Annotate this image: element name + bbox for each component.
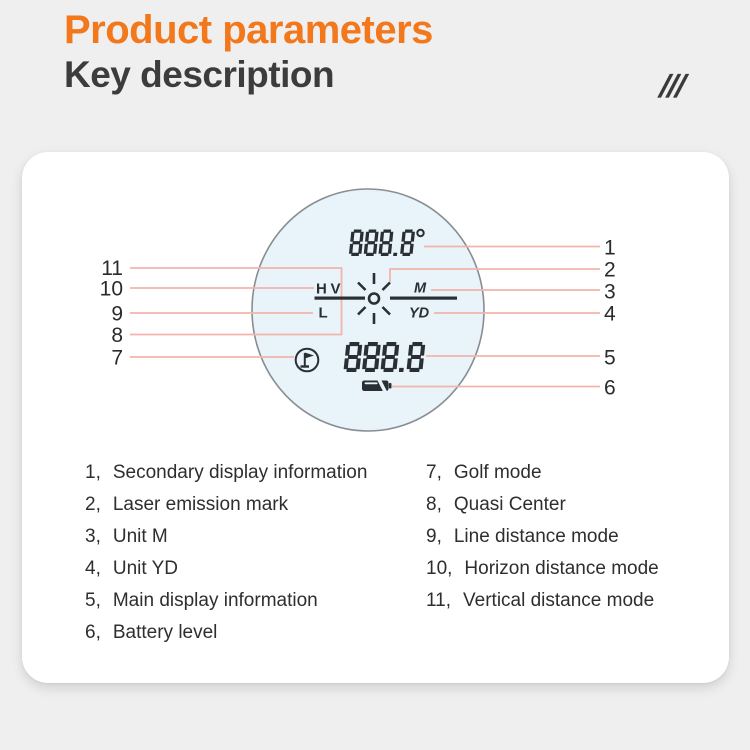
legend-item-11: 11Vertical distance mode xyxy=(426,589,659,613)
legend-label: Golf mode xyxy=(453,462,542,483)
legend-item-4: 4Unit YD xyxy=(85,557,367,581)
legend-label: Unit YD xyxy=(112,558,178,579)
legend-num: 10 xyxy=(426,558,464,579)
legend-label: Laser emission mark xyxy=(112,494,289,515)
legend-item-3: 3Unit M xyxy=(85,525,367,549)
section-title: Key description xyxy=(64,54,335,95)
legend-label: Vertical distance mode xyxy=(463,590,655,611)
legend-num: 3 xyxy=(85,526,113,547)
legend-item-8: 8Quasi Center xyxy=(426,493,659,517)
legend-label: Line distance mode xyxy=(453,526,619,547)
legend-num: 11 xyxy=(426,590,463,611)
decorative-slashes: /// xyxy=(657,68,687,104)
legend-item-6: 6Battery level xyxy=(85,621,367,645)
legend-item-1: 1Secondary display information xyxy=(85,461,367,485)
legend-item-9: 9Line distance mode xyxy=(426,525,659,549)
legend-column-right: 7Golf mode 8Quasi Center 9Line distance … xyxy=(426,461,659,621)
legend-num: 5 xyxy=(85,590,113,611)
legend-num: 8 xyxy=(426,494,454,515)
legend-label: Battery level xyxy=(112,622,218,643)
page-title: Product parameters xyxy=(64,8,433,52)
legend-num: 4 xyxy=(85,558,113,579)
legend-label: Horizon distance mode xyxy=(464,558,659,579)
legend-num: 2 xyxy=(85,494,113,515)
legend-label: Quasi Center xyxy=(453,494,566,515)
legend-num: 6 xyxy=(85,622,113,643)
legend-label: Secondary display information xyxy=(112,462,368,483)
legend-item-2: 2Laser emission mark xyxy=(85,493,367,517)
legend-item-10: 10Horizon distance mode xyxy=(426,557,659,581)
legend-label: Unit M xyxy=(112,526,168,547)
legend-column-left: 1Secondary display information 2Laser em… xyxy=(85,461,367,653)
legend-num: 7 xyxy=(426,462,454,483)
legend-item-7: 7Golf mode xyxy=(426,461,659,485)
legend-label: Main display information xyxy=(112,590,318,611)
legend-item-5: 5Main display information xyxy=(85,589,367,613)
legend-num: 9 xyxy=(426,526,454,547)
legend-num: 1 xyxy=(85,462,113,483)
